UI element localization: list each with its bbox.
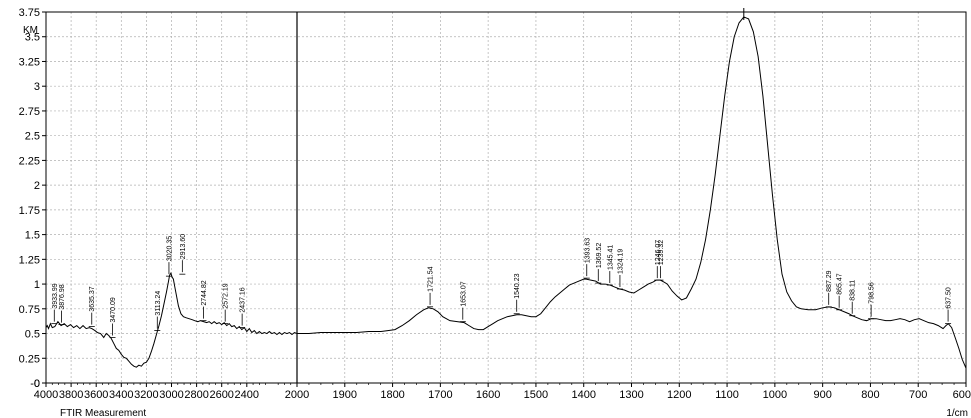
x-tick-label: 1900 bbox=[333, 389, 357, 401]
peak-labels: 3933.99 3876.98 3635.37 3470.09 3113.24 3020.… bbox=[51, 8, 952, 337]
x-tick-label: 1400 bbox=[571, 389, 595, 401]
peak-label: 2744.82 bbox=[201, 280, 208, 305]
x-tick-label: 1200 bbox=[667, 389, 691, 401]
peak-label: 3876.98 bbox=[59, 284, 66, 309]
y-tick-label: 2 bbox=[34, 180, 40, 192]
x-axis-unit-label: 1/cm bbox=[946, 408, 968, 418]
peak-label: 865.47 bbox=[837, 273, 844, 295]
x-tick-label: 1800 bbox=[380, 389, 404, 401]
y-tick-label: 3 bbox=[34, 81, 40, 93]
peak-label: 1239.32 bbox=[658, 240, 665, 265]
axes: 00.250.50.7511.251.51.7522.252.52.7533.2… bbox=[19, 7, 971, 401]
y-axis-unit-label: KM bbox=[23, 25, 38, 36]
peak-label: 1393.63 bbox=[584, 238, 591, 263]
peak-label: 1369.52 bbox=[596, 243, 603, 268]
x-tick-label: 2400 bbox=[235, 389, 259, 401]
peak-label: 3113.24 bbox=[155, 291, 162, 316]
grid bbox=[46, 12, 966, 383]
peak-label: 1540.23 bbox=[514, 273, 521, 298]
x-tick-label: 800 bbox=[861, 389, 879, 401]
x-tick-label: 1500 bbox=[524, 389, 548, 401]
y-tick-label: 1.75 bbox=[19, 205, 40, 217]
spectrum-line bbox=[46, 17, 966, 368]
x-tick-label: 1000 bbox=[763, 389, 787, 401]
x-tick-label: 2800 bbox=[184, 389, 208, 401]
x-tick-label: 700 bbox=[909, 389, 927, 401]
axis-text: KM 1/cm FTIR Measurement bbox=[23, 25, 968, 418]
peak-label: 798.56 bbox=[869, 282, 876, 304]
y-tick-label: 3.75 bbox=[19, 7, 40, 19]
x-tick-label: 3000 bbox=[159, 389, 183, 401]
x-tick-label: 3400 bbox=[109, 389, 133, 401]
y-tick-label: 3.25 bbox=[19, 56, 40, 68]
y-tick-label: 2.25 bbox=[19, 155, 40, 167]
y-tick-label: 2.75 bbox=[19, 106, 40, 118]
x-tick-label: 1300 bbox=[619, 389, 643, 401]
peak-label: 887.29 bbox=[826, 270, 833, 292]
peak-label: 3635.37 bbox=[89, 286, 96, 311]
peak-label: 838.11 bbox=[850, 280, 857, 301]
y-tick-label: 1.25 bbox=[19, 254, 40, 266]
peak-label: 1653.07 bbox=[460, 281, 467, 306]
x-tick-label: 2600 bbox=[209, 389, 233, 401]
peak-label: 1721.54 bbox=[428, 266, 435, 291]
y-tick-label: 2.5 bbox=[25, 131, 40, 143]
y-tick-label: 1 bbox=[34, 279, 40, 291]
peak-label: 637.50 bbox=[946, 287, 953, 309]
y-tick-label: 0.5 bbox=[25, 329, 40, 341]
x-tick-label: 3800 bbox=[59, 389, 83, 401]
peak-label: 2913.60 bbox=[180, 234, 187, 259]
y-tick-label: 1.5 bbox=[25, 230, 40, 242]
x-tick-label: 2000 bbox=[285, 389, 309, 401]
plot-frame bbox=[46, 12, 966, 383]
peak-label: 1345.41 bbox=[607, 245, 614, 270]
footer-label: FTIR Measurement bbox=[60, 408, 146, 418]
peak-label: 1324.19 bbox=[617, 249, 624, 274]
x-tick-label: 1100 bbox=[715, 389, 739, 401]
x-tick-label: 3600 bbox=[84, 389, 108, 401]
x-tick-label: 1700 bbox=[428, 389, 452, 401]
x-tick-label: 1600 bbox=[476, 389, 500, 401]
x-tick-label: 600 bbox=[953, 389, 971, 401]
peak-label: 3470.09 bbox=[110, 297, 117, 322]
peak-label: 3933.99 bbox=[52, 283, 59, 308]
y-tick-label: 0.75 bbox=[19, 304, 40, 316]
peak-label: 2437.16 bbox=[240, 287, 247, 312]
x-tick-label: 900 bbox=[813, 389, 831, 401]
x-tick-label: 3200 bbox=[134, 389, 158, 401]
x-tick-label: 4000 bbox=[34, 389, 58, 401]
y-tick-label: 0.25 bbox=[19, 353, 40, 365]
peak-label: 2572.19 bbox=[223, 283, 230, 308]
peak-label: 3020.35 bbox=[166, 236, 173, 261]
spectrum-series bbox=[46, 17, 966, 368]
